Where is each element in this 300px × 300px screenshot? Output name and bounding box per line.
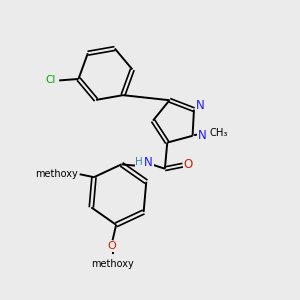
Text: N: N — [144, 156, 153, 169]
Text: H: H — [135, 157, 143, 167]
Text: O: O — [70, 168, 79, 178]
Text: methoxy: methoxy — [91, 259, 134, 269]
Text: CH₃: CH₃ — [210, 128, 228, 138]
Text: O: O — [184, 158, 193, 171]
Text: methoxy: methoxy — [35, 169, 78, 179]
Text: N: N — [196, 99, 204, 112]
Text: Cl: Cl — [46, 75, 56, 85]
Text: O: O — [108, 241, 116, 251]
Text: N: N — [198, 129, 206, 142]
